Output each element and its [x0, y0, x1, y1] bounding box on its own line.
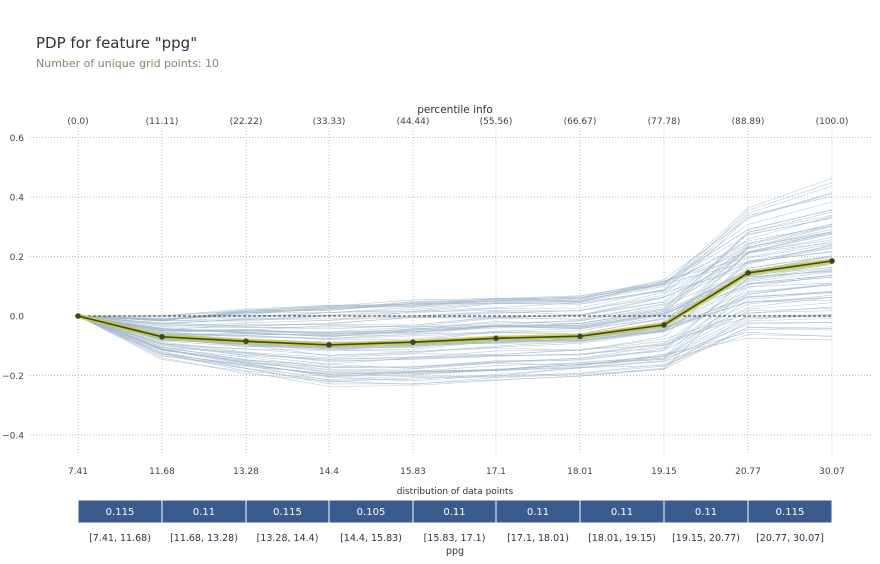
distribution-range: [7.41, 11.68) — [89, 533, 151, 544]
x-tick-label: 13.28 — [233, 467, 259, 477]
y-tick-label: −0.4 — [2, 432, 24, 442]
x-tick-label: 20.77 — [735, 467, 761, 477]
ice-line — [77, 315, 833, 378]
distribution-value: 0.11 — [611, 507, 633, 518]
x-tick-label: 17.1 — [486, 467, 506, 477]
ice-line — [77, 241, 833, 322]
chart-subtitle: Number of unique grid points: 10 — [36, 57, 220, 70]
ice-line — [77, 284, 833, 368]
pdp-point — [745, 270, 751, 276]
ice-line — [77, 196, 833, 322]
ice-line — [77, 264, 833, 335]
ice-line — [77, 251, 833, 329]
pdp-point — [577, 333, 583, 340]
pdp-point — [493, 335, 499, 342]
pdp-point — [159, 334, 165, 340]
percentile-label: (55.56) — [480, 117, 513, 127]
percentile-label: (100.0) — [816, 117, 849, 127]
percentile-label: (66.67) — [564, 117, 597, 127]
ice-line — [77, 274, 833, 365]
percentile-label: (11.11) — [146, 117, 179, 127]
distribution-value: 0.11 — [695, 507, 717, 518]
x-tick-label: 19.15 — [651, 467, 677, 477]
y-tick-label: 0.4 — [10, 194, 25, 204]
x-tick-label: 14.4 — [319, 467, 339, 477]
top-axis-label: percentile info — [417, 104, 493, 116]
distribution-range: [13.28, 14.4) — [257, 533, 319, 544]
distribution-range: [15.83, 17.1) — [424, 533, 486, 544]
ice-line — [77, 192, 833, 324]
percentile-label: (0.0) — [67, 117, 88, 127]
ice-line — [77, 315, 833, 381]
distribution-label: distribution of data points — [397, 487, 514, 497]
ice-line — [77, 282, 833, 385]
ice-line — [77, 209, 833, 317]
ice-line — [77, 193, 833, 317]
distribution-value: 0.115 — [776, 507, 805, 518]
percentile-label: (33.33) — [313, 117, 346, 127]
ice-line — [77, 182, 833, 320]
y-tick-label: 0.6 — [10, 134, 25, 144]
pdp-point — [243, 338, 249, 345]
ice-line — [77, 315, 833, 370]
y-tick-label: 0.2 — [10, 253, 24, 263]
y-tick-label: 0.0 — [10, 313, 25, 323]
ice-line — [77, 259, 833, 331]
distribution-range: [18.01, 19.15) — [588, 533, 656, 544]
x-tick-label: 15.83 — [400, 467, 426, 477]
ice-line — [77, 233, 833, 330]
x-tick-label: 18.01 — [567, 467, 593, 477]
distribution-value: 0.11 — [527, 507, 549, 518]
distribution-range: [14.4, 15.83) — [340, 533, 402, 544]
ice-line — [77, 314, 833, 375]
ice-line — [77, 185, 833, 321]
percentile-label: (88.89) — [732, 117, 765, 127]
distribution-range: [17.1, 18.01) — [507, 533, 569, 544]
pdp-point — [829, 258, 835, 264]
ice-line — [77, 302, 833, 360]
x-tick-label: 11.68 — [149, 467, 175, 477]
chart-title: PDP for feature "ppg" — [36, 34, 198, 52]
distribution-value: 0.115 — [106, 507, 135, 518]
distribution-value: 0.115 — [273, 507, 302, 518]
distribution-value: 0.105 — [357, 507, 386, 518]
pdp-point — [75, 313, 81, 319]
pdp-point — [661, 322, 667, 328]
x-tick-label: 7.41 — [68, 467, 88, 477]
ice-line — [77, 255, 833, 322]
percentile-label: (44.44) — [397, 117, 430, 127]
percentile-label: (77.78) — [648, 117, 681, 127]
ice-line — [77, 263, 833, 337]
distribution-value: 0.11 — [193, 507, 215, 518]
ice-line — [77, 267, 833, 338]
distribution-range: [11.68, 13.28) — [170, 533, 238, 544]
distribution-value: 0.11 — [443, 507, 465, 518]
ice-line — [77, 211, 833, 334]
distribution-range: [20.77, 30.07] — [756, 533, 824, 544]
y-tick-label: −0.2 — [2, 372, 24, 382]
ice-line — [77, 217, 833, 317]
x-axis-label: ppg — [446, 546, 464, 557]
ice-line — [77, 224, 833, 319]
percentile-label: (22.22) — [230, 117, 263, 127]
pdp-line — [77, 260, 833, 346]
x-tick-label: 30.07 — [819, 467, 845, 477]
pdp-point — [410, 339, 416, 345]
pdp-point — [326, 342, 332, 348]
ice-line — [77, 239, 833, 320]
distribution-bar — [747, 499, 833, 524]
distribution-range: [19.15, 20.77) — [672, 533, 740, 544]
ice-line — [77, 223, 833, 327]
